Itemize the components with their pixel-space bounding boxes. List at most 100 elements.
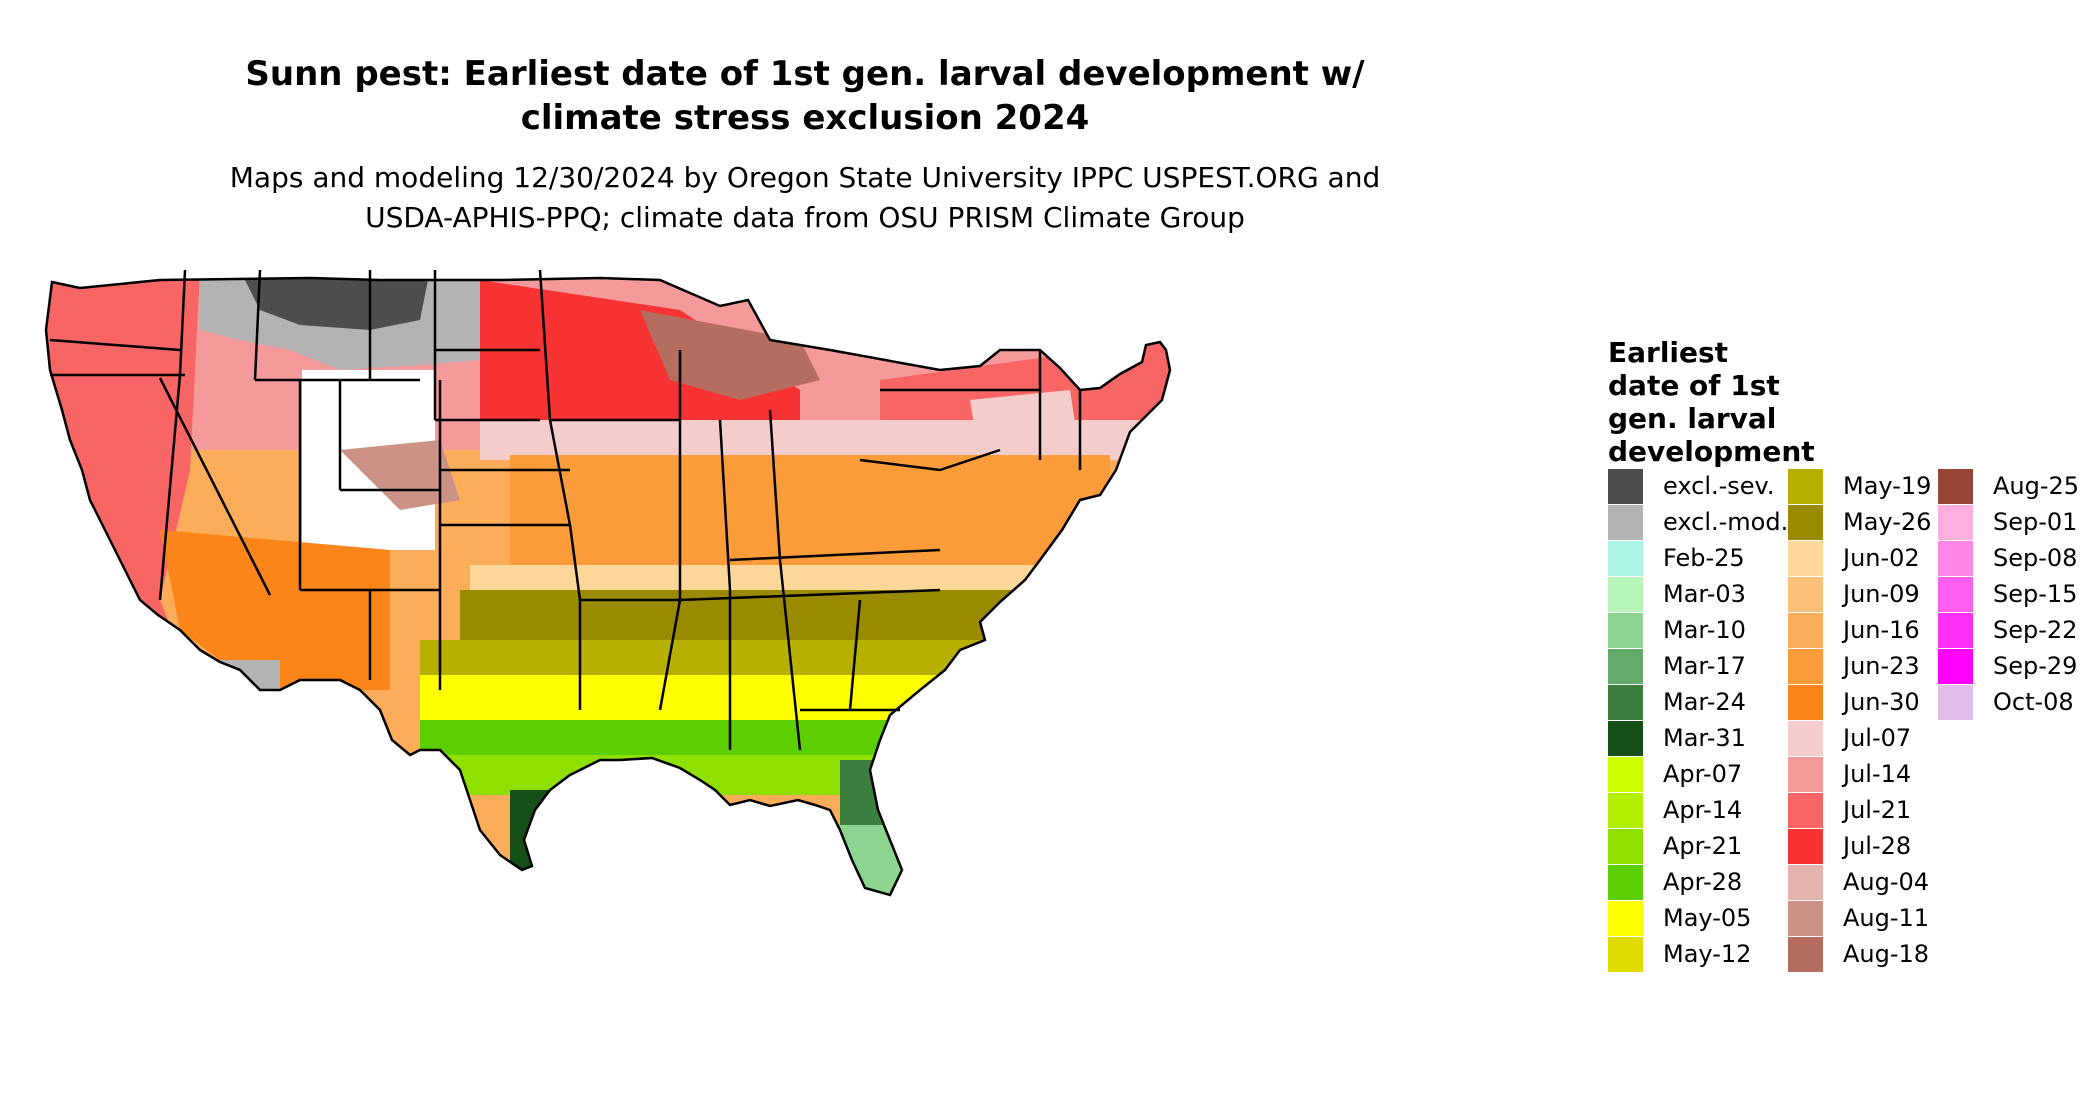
legend-item: Sep-08	[1938, 540, 2077, 576]
border-tn-south	[679, 588, 941, 602]
legend-label: Jun-16	[1843, 616, 1920, 644]
legend-title-line-4: development	[1608, 435, 1815, 468]
map-title-line-2: climate stress exclusion 2024	[520, 98, 1090, 138]
legend-label: Mar-31	[1663, 724, 1746, 752]
legend-label: Aug-25	[1993, 472, 2080, 500]
legend-swatch	[1938, 684, 1973, 720]
legend-swatch	[1938, 540, 1973, 576]
legend-label: Sep-08	[1993, 544, 2078, 572]
legend-swatch	[1788, 864, 1823, 900]
legend-label: Sep-15	[1993, 580, 2078, 608]
legend-label: Jun-09	[1843, 580, 1920, 608]
legend-swatch	[1788, 828, 1823, 864]
legend-swatch	[1938, 648, 1973, 684]
legend-swatch	[1608, 612, 1643, 648]
legend-label: Mar-10	[1663, 616, 1746, 644]
border-in-ms	[718, 419, 732, 750]
legend-label: May-19	[1843, 472, 1932, 500]
legend-swatch	[1608, 576, 1643, 612]
legend-label: Mar-03	[1663, 580, 1746, 608]
legend-swatch	[1608, 504, 1643, 540]
legend-label: Mar-17	[1663, 652, 1746, 680]
legend-swatch	[1938, 612, 1973, 648]
legend-item: Mar-17	[1608, 648, 1746, 684]
may-05-band	[420, 675, 1070, 725]
legend-item: Jul-28	[1788, 828, 1911, 864]
wyoming-late-region	[340, 440, 460, 510]
legend-swatch	[1788, 720, 1823, 756]
legend-label: Jul-07	[1843, 724, 1912, 752]
legend-swatch	[1788, 540, 1823, 576]
legend-swatch	[1608, 648, 1643, 684]
us-map	[44, 270, 1172, 897]
state-borders	[44, 270, 1172, 897]
legend-item: Aug-11	[1788, 900, 1929, 936]
legend-swatch	[1608, 756, 1643, 792]
map-fill-layer	[46, 278, 1170, 895]
legend-swatch	[1788, 936, 1823, 972]
legend-item: May-12	[1608, 936, 1751, 972]
legend-item: Jul-21	[1788, 792, 1911, 828]
border-oh-al	[768, 409, 802, 751]
legend-swatch	[1608, 468, 1643, 504]
legend-swatch	[1938, 576, 1973, 612]
legend-label: Sep-22	[1993, 616, 2078, 644]
legend-item: Aug-04	[1788, 864, 1929, 900]
border-wa-or	[49, 338, 181, 352]
legend-swatch	[1788, 648, 1823, 684]
legend-item: excl.-sev.	[1608, 468, 1775, 504]
legend-label: Oct-08	[1993, 688, 2074, 716]
legend-swatch	[1608, 936, 1643, 972]
legend-swatch	[1788, 576, 1823, 612]
legend-item: Jun-09	[1788, 576, 1920, 612]
legend-title: Earliest date of 1st gen. larval develop…	[1608, 336, 1815, 468]
legend-label: excl.-mod.	[1663, 508, 1789, 536]
legend-label: Aug-04	[1843, 868, 1930, 896]
legend-title-line-1: Earliest	[1608, 336, 1729, 369]
legend-label: Jun-23	[1843, 652, 1920, 680]
legend-swatch	[1788, 792, 1823, 828]
lake-superior-region	[640, 310, 820, 400]
legend-label: Apr-07	[1663, 760, 1743, 788]
border-mt-id	[253, 270, 262, 381]
map-subtitle: Maps and modeling 12/30/2024 by Oregon S…	[60, 158, 1550, 238]
legend-label: Feb-25	[1663, 544, 1745, 572]
legend-item: Sep-29	[1938, 648, 2077, 684]
map-title: Sunn pest: Earliest date of 1st gen. lar…	[60, 52, 1550, 140]
upper-midwest-region	[480, 280, 800, 440]
legend-label: Apr-21	[1663, 832, 1743, 860]
legend-item: excl.-mod.	[1608, 504, 1788, 540]
map-subtitle-line-2: USDA-APHIS-PPQ; climate data from OSU PR…	[365, 201, 1245, 234]
apr-28-band	[420, 720, 1070, 760]
legend-swatch	[1788, 756, 1823, 792]
legend-label: May-26	[1843, 508, 1932, 536]
legend-item: Jun-30	[1788, 684, 1920, 720]
legend-item: Feb-25	[1608, 540, 1745, 576]
us-outline	[44, 276, 1172, 897]
legend-item: Mar-10	[1608, 612, 1746, 648]
legend-swatch	[1938, 504, 1973, 540]
map-title-line-1: Sunn pest: Earliest date of 1st gen. lar…	[245, 54, 1365, 94]
legend-item: Jul-07	[1788, 720, 1911, 756]
legend-swatch	[1788, 504, 1823, 540]
border-ca-nv	[158, 377, 272, 596]
legend-title-line-3: gen. larval	[1608, 402, 1777, 435]
legend-label: Sep-29	[1993, 652, 2078, 680]
legend-label: Apr-14	[1663, 796, 1743, 824]
legend-item: Mar-24	[1608, 684, 1746, 720]
border-mn-ia-mo	[538, 270, 582, 601]
legend-label: Aug-18	[1843, 940, 1930, 968]
legend-item: May-26	[1788, 504, 1931, 540]
legend-swatch	[1608, 864, 1643, 900]
legend-label: Jul-14	[1843, 760, 1912, 788]
jul-07-band	[480, 420, 1170, 460]
legend-item: Mar-31	[1608, 720, 1746, 756]
legend-label: Aug-11	[1843, 904, 1930, 932]
legend-label: Sep-01	[1993, 508, 2078, 536]
legend-label: Jun-02	[1843, 544, 1920, 572]
legend-swatch	[1608, 828, 1643, 864]
legend-label: Jul-28	[1843, 832, 1912, 860]
legend-swatch	[1608, 540, 1643, 576]
legend-item: Sep-15	[1938, 576, 2077, 612]
legend-swatch	[1608, 900, 1643, 936]
